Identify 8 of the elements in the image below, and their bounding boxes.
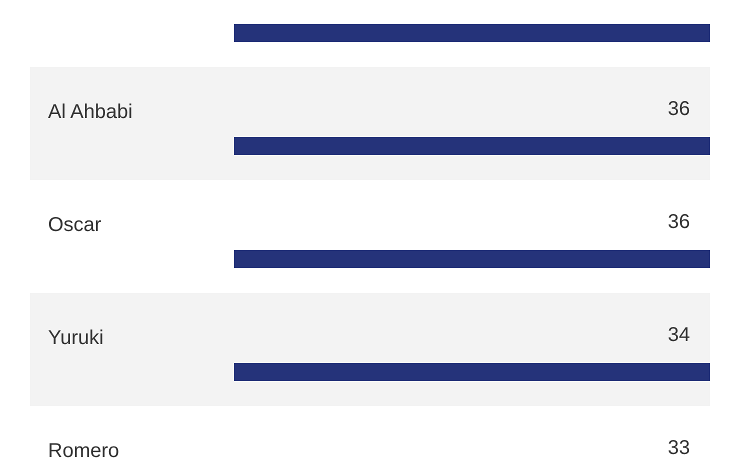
y-tick-label: Al Ahbabi <box>48 101 133 123</box>
y-tick-label: Yuruki <box>48 327 104 349</box>
annotation: 34 <box>668 324 690 346</box>
y-tick-label: Romero <box>48 440 120 462</box>
annotation: 33 <box>668 437 690 459</box>
y-tick-label: Oscar <box>48 214 102 236</box>
annotation: 36 <box>668 98 690 120</box>
annotation: 36 <box>668 211 690 233</box>
